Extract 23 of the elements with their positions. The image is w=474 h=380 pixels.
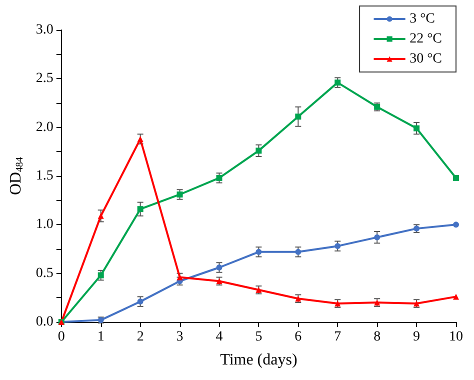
x-tick-label: 8 (374, 330, 381, 344)
y-tick-label: 0.0 (36, 314, 54, 330)
x-tick-label: 2 (136, 330, 144, 344)
x-tick-label: 7 (334, 330, 342, 344)
y-axis-title: OD484 (8, 156, 26, 196)
x-tick-label: 6 (294, 330, 302, 344)
y-tick-label: 3.0 (36, 22, 54, 38)
legend-label: 3 °C (410, 12, 435, 26)
y-tick-label: 2.5 (36, 71, 54, 86)
x-tick-label: 9 (413, 330, 420, 344)
legend-label: 30 °C (410, 52, 442, 66)
x-tick-label: 4 (216, 330, 223, 344)
y-tick-label: 1.0 (36, 217, 54, 232)
x-tick-label: 3 (176, 330, 184, 344)
x-tick-label: 10 (449, 330, 463, 344)
y-tick-label: 1.5 (36, 168, 54, 184)
x-tick-label: 5 (255, 330, 262, 344)
x-tick-label: 0 (58, 330, 65, 344)
y-tick-label: 0.5 (36, 266, 54, 281)
y-tick-label: 2.0 (36, 120, 54, 135)
x-tick-label: 1 (97, 330, 104, 344)
legend-label: 22 °C (410, 32, 442, 46)
x-axis-title: Time (days) (220, 352, 298, 368)
